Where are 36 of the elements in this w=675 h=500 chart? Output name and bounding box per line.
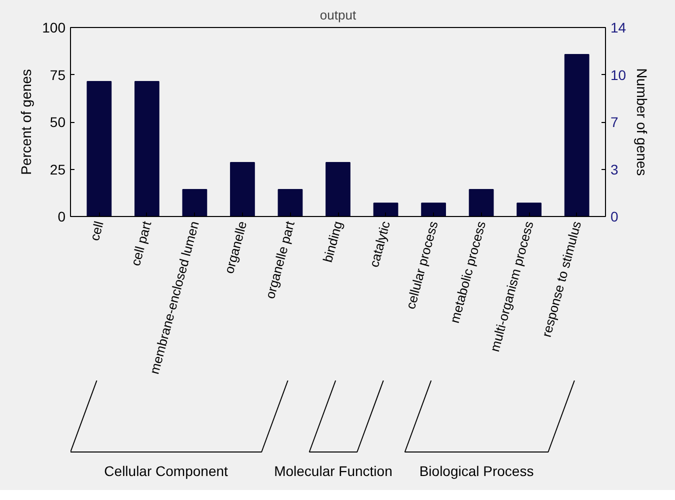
text: Molecular Function bbox=[274, 463, 392, 479]
text: Cellular Component bbox=[104, 463, 228, 479]
y-tick-label: 0 bbox=[58, 208, 66, 224]
bar bbox=[564, 54, 590, 216]
bar bbox=[373, 202, 398, 216]
x-tick-label: cell bbox=[86, 219, 106, 242]
text: Biological Process bbox=[419, 463, 534, 479]
bar bbox=[86, 81, 112, 216]
y2-tick-label: 7 bbox=[610, 114, 618, 130]
x-tick-label: metabolic process bbox=[446, 219, 489, 325]
x-tick-label: cellular process bbox=[402, 219, 441, 311]
bar bbox=[421, 202, 446, 216]
y2-axis-title: Number of genes bbox=[634, 68, 650, 176]
x-tick-label: binding bbox=[320, 220, 346, 264]
y-axis-title: Percent of genes bbox=[18, 69, 34, 175]
bar bbox=[134, 81, 160, 216]
bar bbox=[326, 162, 350, 216]
x-tick-label: catalytic bbox=[366, 219, 394, 269]
y2-tick-label: 14 bbox=[610, 20, 626, 36]
x-tick-label: response to stimulus bbox=[538, 219, 584, 339]
x-tick-label: organelle bbox=[221, 220, 250, 276]
bar bbox=[468, 188, 494, 216]
bar bbox=[278, 188, 303, 216]
bar bbox=[230, 162, 255, 216]
x-tick-label: organelle part bbox=[262, 219, 298, 300]
y2-tick-label: 0 bbox=[610, 208, 618, 224]
y2-tick-label: 3 bbox=[610, 161, 618, 178]
y-tick-label: 75 bbox=[50, 66, 66, 83]
bar bbox=[516, 202, 542, 216]
y2-tick-label: 10 bbox=[610, 66, 626, 83]
y-tick-label: 100 bbox=[42, 20, 66, 36]
x-tick-label: cell part bbox=[128, 219, 154, 268]
bar bbox=[182, 188, 208, 216]
y-tick-label: 25 bbox=[50, 161, 66, 178]
chart-title: output bbox=[320, 8, 356, 22]
y-tick-label: 50 bbox=[50, 114, 66, 130]
